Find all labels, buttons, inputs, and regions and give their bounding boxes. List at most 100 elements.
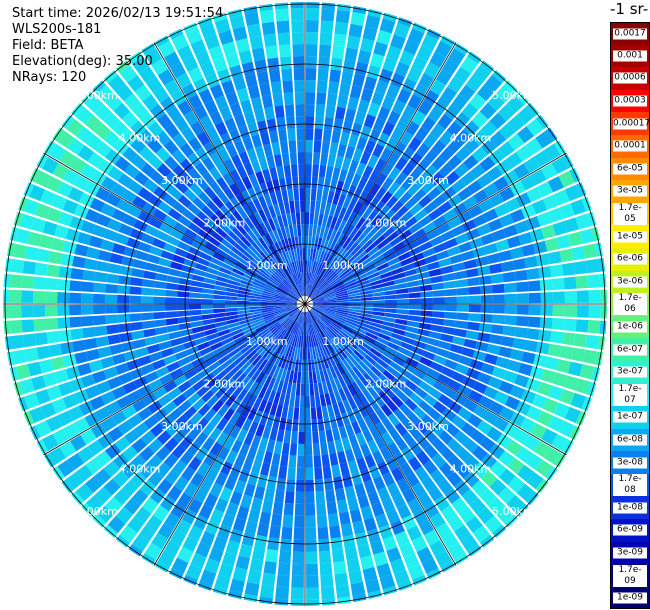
range-gate [516, 106, 535, 125]
range-gate [526, 186, 543, 203]
range-gate [306, 311, 310, 324]
range-gate [374, 158, 387, 173]
range-gate [123, 497, 141, 515]
range-gate [163, 540, 181, 557]
range-gate [153, 280, 167, 289]
range-gate [4, 257, 13, 272]
range-gate [144, 542, 163, 560]
range-gate [360, 151, 372, 165]
range-gate [408, 167, 423, 182]
range-gate [384, 312, 397, 319]
range-gate [235, 401, 247, 415]
range-gate [69, 292, 82, 304]
range-gate [221, 551, 237, 567]
range-gate [335, 584, 351, 599]
range-gate [236, 357, 249, 369]
range-gate [408, 456, 422, 472]
range-gate [327, 190, 335, 204]
range-gate [329, 366, 338, 379]
range-gate [358, 404, 369, 418]
range-gate [466, 228, 481, 241]
range-gate [248, 173, 259, 187]
range-gate [538, 329, 552, 342]
range-gate [352, 200, 363, 214]
range-gate [310, 323, 315, 335]
range-gate [259, 251, 270, 263]
range-gate [244, 11, 260, 26]
range-gate [132, 195, 147, 210]
range-gate [492, 304, 505, 314]
range-gate [331, 464, 341, 478]
range-gate [547, 176, 564, 193]
range-gate [233, 242, 246, 254]
range-gate [433, 354, 447, 366]
range-gate [305, 371, 309, 384]
range-gate [223, 218, 236, 231]
range-gate [181, 466, 196, 482]
range-gate [385, 195, 399, 209]
range-gate [286, 213, 293, 226]
range-gate [533, 150, 551, 168]
range-gate [332, 403, 341, 416]
range-gate [316, 249, 323, 263]
range-gate [158, 257, 172, 268]
range-gate [305, 335, 308, 348]
range-gate [413, 340, 427, 350]
range-gate [380, 446, 393, 461]
range-gate [441, 532, 459, 550]
range-gate [275, 289, 288, 296]
range-gate [503, 370, 518, 384]
range-gate [289, 443, 298, 456]
range-gate [265, 232, 274, 245]
range-gate [333, 118, 344, 132]
range-gate [196, 384, 210, 398]
range-gate [284, 238, 291, 251]
range-gate [463, 471, 480, 488]
range-gate [141, 320, 155, 330]
range-gate [260, 131, 271, 146]
range-gate [312, 443, 321, 456]
ppi-scan-plot[interactable]: 1.00km2.00km3.00km4.00km5.00km1.00km2.00… [0, 0, 610, 610]
range-gate [301, 224, 305, 237]
range-gate [332, 364, 342, 377]
range-gate [251, 368, 262, 381]
range-gate [355, 162, 367, 176]
range-gate [346, 35, 361, 50]
range-gate [440, 333, 454, 343]
range-label: 5.00km [76, 505, 118, 518]
range-gate [274, 255, 283, 268]
ray [312, 306, 587, 426]
range-gate [201, 288, 215, 295]
colorbar-step: 1e-05 [610, 225, 650, 248]
range-gate [444, 288, 457, 297]
range-gate [58, 381, 74, 397]
ray [306, 311, 367, 603]
range-gate [224, 117, 237, 132]
range-gate [94, 486, 112, 505]
range-gate [246, 267, 258, 276]
range-gate [273, 308, 286, 313]
range-gate [103, 228, 118, 242]
ray [155, 310, 302, 573]
colorbar-unit-label: -1 sr- [610, 0, 649, 18]
range-gate [333, 351, 342, 363]
range-gate [195, 541, 211, 558]
range-gate [56, 181, 73, 198]
range-gate [262, 312, 275, 318]
range-gate [95, 450, 112, 467]
colorbar-step: 1e-07 [610, 406, 650, 429]
range-gate [296, 335, 300, 348]
range-gate [399, 403, 413, 417]
range-gate [277, 240, 285, 253]
range-gate [140, 363, 155, 375]
range-gate [46, 176, 63, 193]
range-gate [189, 182, 203, 197]
range-gate [50, 237, 66, 252]
range-gate [115, 362, 130, 375]
range-gate [391, 377, 405, 390]
range-gate [320, 152, 329, 166]
range-gate [324, 302, 337, 304]
range-gate [51, 194, 68, 210]
range-gate [368, 325, 381, 333]
range-gate [237, 293, 250, 298]
